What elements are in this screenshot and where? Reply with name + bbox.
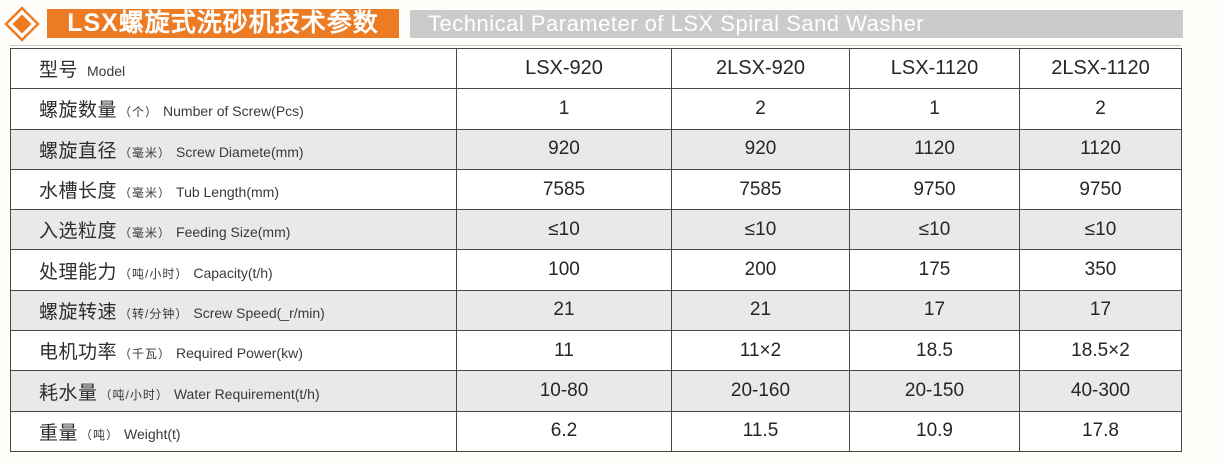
param-value: 100: [456, 249, 672, 291]
param-label-cn: 螺旋直径: [39, 140, 118, 162]
param-value: 20-150: [849, 370, 1020, 412]
param-value: 920: [671, 128, 850, 170]
param-value: 11: [456, 330, 672, 372]
model-row: 型号 Model LSX-920 2LSX-920 LSX-1120 2LSX-1…: [10, 47, 1182, 90]
param-label-unit: （千瓦）: [119, 347, 172, 362]
param-label: 螺旋直径 （毫米） Screw Diamete(mm): [10, 128, 457, 170]
param-label-en: Screw Speed(_r/min): [193, 304, 325, 321]
param-value: 2: [1019, 88, 1182, 130]
param-label-cn: 螺旋转速: [39, 301, 118, 323]
title-badge-cn: LSX螺旋式洗砂机技术参数: [47, 9, 399, 38]
param-value: 11×2: [671, 330, 850, 372]
technical-parameters-table: 型号 Model LSX-920 2LSX-920 LSX-1120 2LSX-1…: [10, 47, 1182, 453]
model-label-cn: 型号: [39, 60, 79, 82]
model-label-en: Model: [87, 63, 126, 80]
param-label-unit: （吨）: [80, 427, 120, 442]
param-label-unit: （毫米）: [119, 186, 172, 201]
param-value: 18.5: [849, 330, 1020, 372]
model-name: 2LSX-920: [671, 47, 850, 90]
param-value: 200: [671, 249, 850, 291]
param-row-water-requirement: 耗水量 （吨/小时） Water Requirement(t/h) 10-80 20…: [10, 370, 1182, 412]
param-row-tub-length: 水槽长度 （毫米） Tub Length(mm) 7585 7585 9750 97…: [10, 168, 1182, 211]
param-value: 17.8: [1019, 410, 1182, 453]
param-label-cn: 入选粒度: [39, 221, 118, 243]
param-value: ≤10: [849, 209, 1020, 251]
param-label-unit: （吨/小时）: [119, 266, 189, 281]
param-value: 10-80: [456, 370, 672, 412]
param-value: 17: [1019, 289, 1182, 332]
param-label-cn: 螺旋数量: [39, 100, 118, 122]
param-value: 20-160: [671, 370, 850, 412]
param-value: 11.5: [671, 410, 850, 453]
param-value: 1: [849, 88, 1020, 130]
param-value: 21: [671, 289, 850, 332]
param-row-screw-diameter: 螺旋直径 （毫米） Screw Diamete(mm) 920 920 1120 1…: [10, 128, 1182, 170]
param-value: 17: [849, 289, 1020, 332]
param-value: 175: [849, 249, 1020, 291]
param-value: 9750: [1019, 168, 1182, 211]
param-label: 电机功率 （千瓦） Required Power(kw): [10, 330, 457, 372]
param-value: ≤10: [456, 209, 672, 251]
param-value: ≤10: [1019, 209, 1182, 251]
param-label-en: Water Requirement(t/h): [173, 385, 320, 402]
param-label-en: Number of Screw(Pcs): [163, 103, 304, 120]
param-value: 9750: [849, 168, 1020, 211]
param-label-cn: 电机功率: [39, 342, 118, 364]
param-label-en: Required Power(kw): [176, 345, 303, 362]
param-label-en: Feeding Size(mm): [176, 224, 291, 241]
param-value: 1120: [1019, 128, 1182, 170]
param-label: 螺旋数量 （个） Number of Screw(Pcs): [10, 88, 457, 130]
param-value: ≤10: [671, 209, 850, 251]
param-label: 水槽长度 （毫米） Tub Length(mm): [10, 168, 457, 211]
param-label: 耗水量 （吨/小时） Water Requirement(t/h): [10, 370, 457, 412]
param-label-unit: （个）: [119, 105, 159, 120]
param-value: 6.2: [456, 410, 672, 453]
header-divider: [10, 45, 1181, 46]
param-label-unit: （吨/小时）: [99, 387, 169, 402]
param-value: 10.9: [849, 410, 1020, 453]
param-label-en: Capacity(t/h): [193, 264, 273, 281]
param-row-weight: 重量 （吨） Weight(t) 6.2 11.5 10.9 17.8: [10, 410, 1182, 453]
model-row-label: 型号 Model: [10, 47, 457, 90]
param-label-cn: 重量: [39, 422, 79, 444]
param-value: 7585: [671, 168, 850, 211]
param-value: 18.5×2: [1019, 330, 1182, 372]
param-label: 重量 （吨） Weight(t): [10, 410, 457, 453]
param-label-unit: （转/分钟）: [119, 306, 189, 321]
model-name: LSX-1120: [849, 47, 1020, 90]
param-row-screw-speed: 螺旋转速 （转/分钟） Screw Speed(_r/min) 21 21 17 1…: [10, 289, 1182, 332]
param-row-screw-number: 螺旋数量 （个） Number of Screw(Pcs) 1 2 1 2: [10, 88, 1182, 130]
param-value: 2: [671, 88, 850, 130]
param-row-feeding-size: 入选粒度 （毫米） Feeding Size(mm) ≤10 ≤10 ≤10 ≤10: [10, 209, 1182, 251]
param-value: 1: [456, 88, 672, 130]
param-label-cn: 耗水量: [39, 382, 98, 404]
param-label: 螺旋转速 （转/分钟） Screw Speed(_r/min): [10, 289, 457, 332]
param-label-cn: 处理能力: [39, 261, 118, 283]
title-banner-en: Technical Parameter of LSX Spiral Sand W…: [410, 10, 1183, 38]
param-row-required-power: 电机功率 （千瓦） Required Power(kw) 11 11×2 18.5 …: [10, 330, 1182, 372]
model-name: 2LSX-1120: [1019, 47, 1182, 90]
param-value: 1120: [849, 128, 1020, 170]
param-value: 40-300: [1019, 370, 1182, 412]
param-value: 350: [1019, 249, 1182, 291]
param-label-cn: 水槽长度: [39, 181, 118, 203]
param-label-en: Weight(t): [124, 425, 181, 442]
model-name: LSX-920: [456, 47, 672, 90]
param-row-capacity: 处理能力 （吨/小时） Capacity(t/h) 100 200 175 350: [10, 249, 1182, 291]
param-label-en: Tub Length(mm): [176, 184, 279, 201]
param-label-unit: （毫米）: [119, 226, 172, 241]
param-value: 21: [456, 289, 672, 332]
param-label-unit: （毫米）: [119, 145, 172, 160]
param-label-en: Screw Diamete(mm): [176, 143, 304, 160]
diamond-icon: [4, 6, 40, 42]
param-label: 处理能力 （吨/小时） Capacity(t/h): [10, 249, 457, 291]
param-value: 920: [456, 128, 672, 170]
param-label: 入选粒度 （毫米） Feeding Size(mm): [10, 209, 457, 251]
param-value: 7585: [456, 168, 672, 211]
